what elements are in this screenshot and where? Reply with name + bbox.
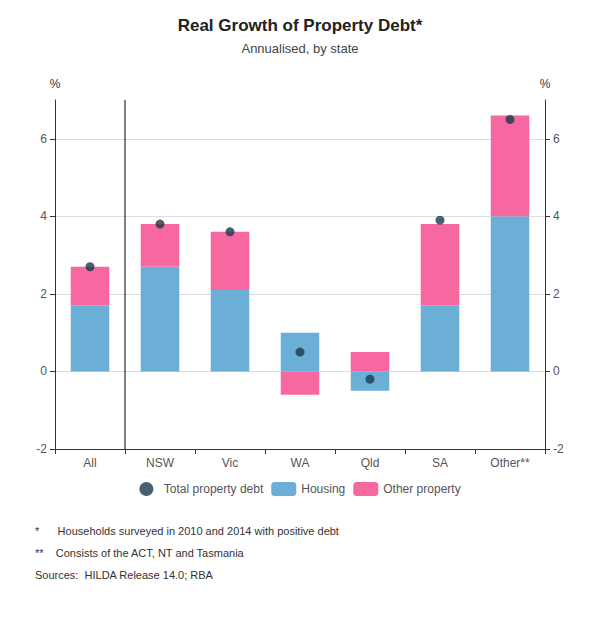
svg-text:Qld: Qld xyxy=(361,456,380,470)
svg-text:-2: -2 xyxy=(36,442,47,456)
svg-text:6: 6 xyxy=(40,132,47,146)
svg-text:2: 2 xyxy=(553,287,560,301)
svg-text:2: 2 xyxy=(40,287,47,301)
svg-text:%: % xyxy=(540,77,551,91)
svg-text:4: 4 xyxy=(40,209,47,223)
svg-text:Housing: Housing xyxy=(301,482,345,496)
svg-text:NSW: NSW xyxy=(146,456,175,470)
svg-text:-2: -2 xyxy=(553,442,564,456)
svg-text:All: All xyxy=(83,456,96,470)
svg-text:0: 0 xyxy=(553,364,560,378)
svg-text:%: % xyxy=(50,77,61,91)
svg-text:** Consists of the ACT, NT: ** Consists of the ACT, NT and Tasmania xyxy=(35,547,245,559)
svg-text:* Households surveyed in: * Households surveyed in 2010 and 2014 w… xyxy=(35,525,339,537)
svg-text:WA: WA xyxy=(291,456,310,470)
svg-text:Real Growth of Property Debt*: Real Growth of Property Debt* xyxy=(178,16,423,35)
svg-text:Annualised, by state: Annualised, by state xyxy=(241,41,358,56)
svg-text:0: 0 xyxy=(40,364,47,378)
svg-text:Vic: Vic xyxy=(222,456,238,470)
svg-text:Other property: Other property xyxy=(383,482,460,496)
svg-text:4: 4 xyxy=(553,209,560,223)
svg-text:Total property debt: Total property debt xyxy=(164,482,264,496)
svg-text:6: 6 xyxy=(553,132,560,146)
svg-text:Other**: Other** xyxy=(490,456,530,470)
svg-text:SA: SA xyxy=(432,456,448,470)
svg-text:Sources: HILDA Release 14.0;: Sources: HILDA Release 14.0; RBA xyxy=(35,569,214,581)
